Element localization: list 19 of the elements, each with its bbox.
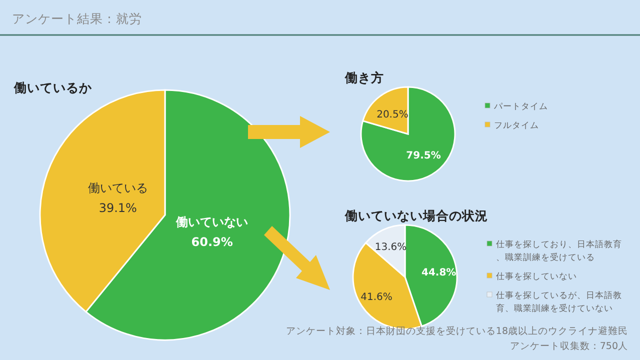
legend-label: パートタイム — [493, 102, 548, 112]
data-label: 39.1% — [98, 201, 137, 216]
chart-title: 働き方 — [344, 70, 384, 85]
chart-title: 働いているか — [13, 80, 93, 95]
text: アンケート結果：就労 — [12, 11, 142, 26]
slice-label: 働いていない — [175, 214, 248, 229]
data-label: 44.8% — [422, 267, 456, 278]
legend-label: 仕事を探しており、日本語教育、職業訓練を受けている — [496, 239, 622, 263]
legend-label: 仕事を探していない — [496, 271, 577, 282]
data-label: 13.6% — [374, 242, 407, 253]
text: アンケート収集数：750人 — [510, 340, 628, 352]
data-label: 60.9% — [191, 234, 233, 249]
legend-label: フルタイム — [494, 121, 539, 131]
data-label: 79.5% — [406, 150, 441, 162]
slice-label: 働いている — [88, 181, 148, 196]
data-label: 41.6% — [360, 292, 392, 304]
chart-title: 働いていない場合の状況 — [344, 208, 488, 223]
legend-label: 仕事を探しているが、日本語教育、職業訓練を受けていない — [496, 290, 622, 314]
text: アンケート対象：日本財団の支援を受けている18歳以上のウクライナ避難民 — [286, 325, 628, 337]
